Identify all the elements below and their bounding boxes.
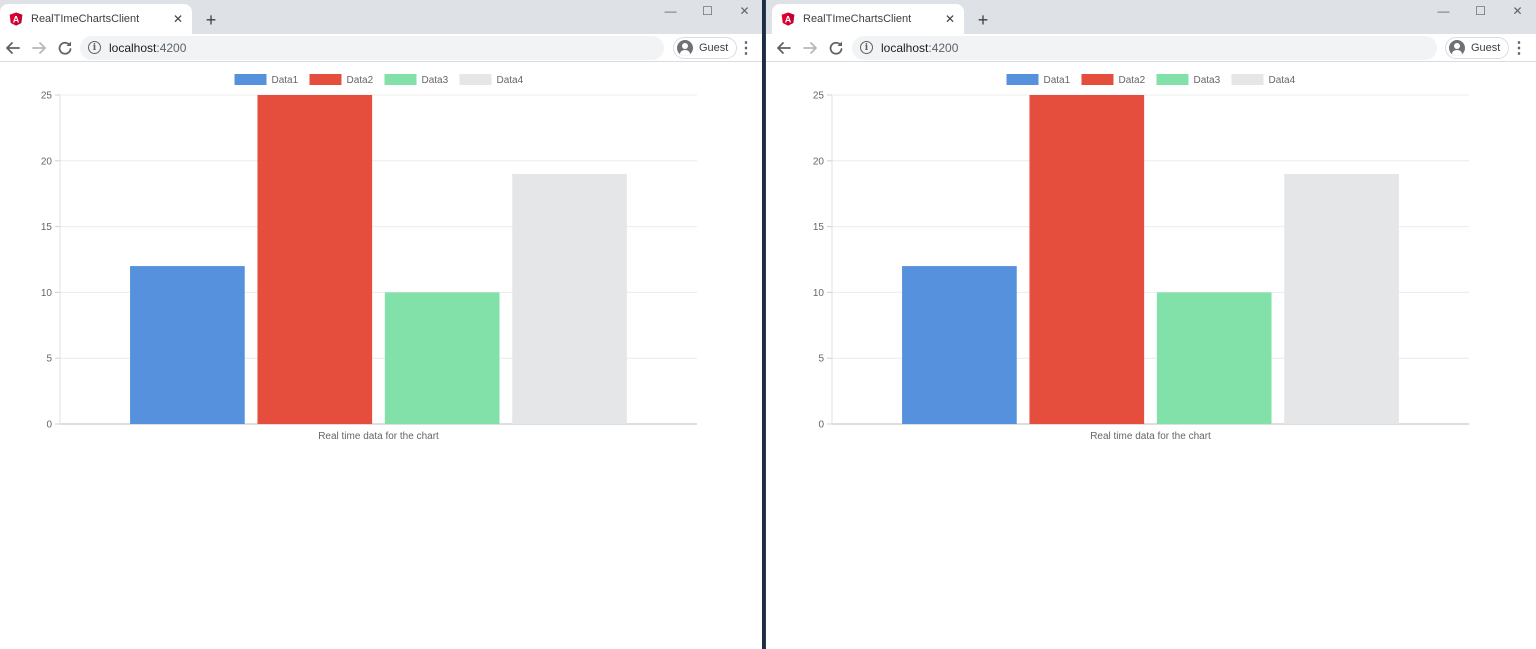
new-tab-button[interactable]: + bbox=[205, 9, 217, 30]
close-tab-icon[interactable]: ✕ bbox=[944, 12, 956, 26]
window-controls: — ☐ ✕ bbox=[652, 0, 763, 22]
angular-icon: A bbox=[9, 12, 23, 26]
address-bar[interactable]: i localhost:4200 bbox=[852, 35, 1437, 60]
profile-button[interactable]: Guest bbox=[673, 36, 738, 59]
url-host: localhost bbox=[881, 40, 929, 55]
legend-label-data4: Data4 bbox=[1269, 75, 1296, 86]
x-axis-label: Real time data for the chart bbox=[1090, 431, 1211, 442]
window-divider bbox=[762, 0, 765, 649]
minimize-icon[interactable]: — bbox=[1437, 4, 1450, 18]
legend-label-data2: Data2 bbox=[347, 75, 374, 86]
y-tick-label: 10 bbox=[813, 288, 825, 299]
bar-data4 bbox=[1284, 173, 1399, 424]
close-tab-icon[interactable]: ✕ bbox=[172, 12, 184, 26]
legend-label-data3: Data3 bbox=[1194, 75, 1221, 86]
arrow-left-icon[interactable] bbox=[0, 35, 26, 61]
y-tick-label: 25 bbox=[41, 91, 53, 102]
angular-icon: A bbox=[781, 12, 795, 26]
legend-swatch-data2 bbox=[1081, 74, 1114, 85]
legend-swatch-data4 bbox=[1231, 74, 1264, 85]
minimize-icon[interactable]: — bbox=[664, 4, 677, 18]
x-axis-label: Real time data for the chart bbox=[318, 431, 439, 442]
kebab-menu-icon[interactable]: ⋮ bbox=[738, 39, 754, 57]
info-icon[interactable]: i bbox=[860, 41, 873, 54]
bar-data3 bbox=[384, 292, 500, 424]
avatar-icon bbox=[677, 39, 693, 56]
page-content: 0 5 10 15 20 25 Real time data for the chart Da… bbox=[766, 62, 1536, 649]
legend-label-data3: Data3 bbox=[422, 75, 449, 86]
reload-icon[interactable] bbox=[823, 35, 849, 61]
bar-data1 bbox=[130, 266, 245, 424]
avatar-icon bbox=[1449, 39, 1465, 56]
kebab-menu-icon[interactable]: ⋮ bbox=[1511, 39, 1527, 57]
info-icon[interactable]: i bbox=[88, 41, 101, 54]
profile-label: Guest bbox=[699, 41, 729, 54]
y-tick-label: 20 bbox=[41, 156, 53, 167]
legend-label-data1: Data1 bbox=[1044, 75, 1071, 86]
tab-strip: A RealTImeChartsClient ✕ + — ☐ ✕ bbox=[0, 0, 763, 34]
bar-data2 bbox=[1029, 95, 1145, 424]
browser-toolbar: i localhost:4200 Guest ⋮ bbox=[0, 34, 763, 62]
y-tick-label: 25 bbox=[813, 91, 825, 102]
bar-data2 bbox=[257, 95, 373, 424]
close-window-icon[interactable]: ✕ bbox=[739, 4, 750, 18]
legend-label-data1: Data1 bbox=[272, 75, 299, 86]
arrow-left-icon[interactable] bbox=[771, 35, 797, 61]
legend-swatch-data2 bbox=[309, 74, 342, 85]
y-tick-label: 0 bbox=[818, 420, 824, 431]
tab-strip: A RealTImeChartsClient ✕ + — ☐ ✕ bbox=[766, 0, 1536, 34]
url-host: localhost bbox=[109, 40, 157, 55]
y-tick-label: 0 bbox=[46, 420, 52, 431]
bar-data1 bbox=[902, 266, 1017, 424]
bar-chart: 0 5 10 15 20 25 Real time data for the chart Da… bbox=[41, 74, 697, 442]
browser-toolbar: i localhost:4200 Guest ⋮ bbox=[766, 34, 1536, 62]
tab-title: RealTImeChartsClient bbox=[31, 13, 140, 25]
maximize-icon[interactable]: ☐ bbox=[1475, 4, 1486, 18]
url-port: :4200 bbox=[928, 40, 959, 55]
arrow-right-icon[interactable] bbox=[797, 35, 823, 61]
legend-label-data4: Data4 bbox=[497, 75, 524, 86]
y-tick-label: 20 bbox=[813, 156, 825, 167]
bar-data3 bbox=[1156, 292, 1272, 424]
window-controls: — ☐ ✕ bbox=[1425, 0, 1536, 22]
legend-swatch-data3 bbox=[384, 74, 417, 85]
maximize-icon[interactable]: ☐ bbox=[702, 4, 713, 18]
tab-title: RealTImeChartsClient bbox=[803, 13, 912, 25]
profile-label: Guest bbox=[1471, 41, 1501, 54]
browser-window-right: A RealTImeChartsClient ✕ + — ☐ ✕ bbox=[765, 0, 1536, 649]
bar-chart: 0 5 10 15 20 25 Real time data for the chart Da… bbox=[813, 74, 1469, 442]
svg-text:A: A bbox=[785, 14, 792, 24]
legend-swatch-data1 bbox=[1006, 74, 1039, 85]
profile-button[interactable]: Guest bbox=[1445, 36, 1510, 59]
y-tick-label: 15 bbox=[813, 222, 825, 233]
legend-label-data2: Data2 bbox=[1119, 75, 1146, 86]
y-tick-label: 5 bbox=[818, 354, 824, 365]
new-tab-button[interactable]: + bbox=[977, 9, 989, 30]
y-tick-label: 15 bbox=[41, 222, 53, 233]
page-content: 0 5 10 15 20 25 Real time data for the chart Da… bbox=[0, 62, 763, 649]
y-tick-label: 5 bbox=[46, 354, 52, 365]
address-bar[interactable]: i localhost:4200 bbox=[80, 35, 664, 60]
legend-swatch-data1 bbox=[234, 74, 267, 85]
legend-swatch-data3 bbox=[1156, 74, 1189, 85]
reload-icon[interactable] bbox=[52, 35, 78, 61]
y-tick-label: 10 bbox=[41, 288, 53, 299]
url-port: :4200 bbox=[156, 40, 187, 55]
close-window-icon[interactable]: ✕ bbox=[1512, 4, 1523, 18]
browser-window-left: A RealTImeChartsClient ✕ + — ☐ ✕ bbox=[0, 0, 763, 649]
svg-text:A: A bbox=[13, 14, 20, 24]
browser-tab[interactable]: A RealTImeChartsClient ✕ bbox=[772, 4, 964, 34]
legend-swatch-data4 bbox=[459, 74, 492, 85]
browser-tab[interactable]: A RealTImeChartsClient ✕ bbox=[0, 4, 192, 34]
bar-data4 bbox=[512, 173, 627, 424]
arrow-right-icon[interactable] bbox=[26, 35, 52, 61]
